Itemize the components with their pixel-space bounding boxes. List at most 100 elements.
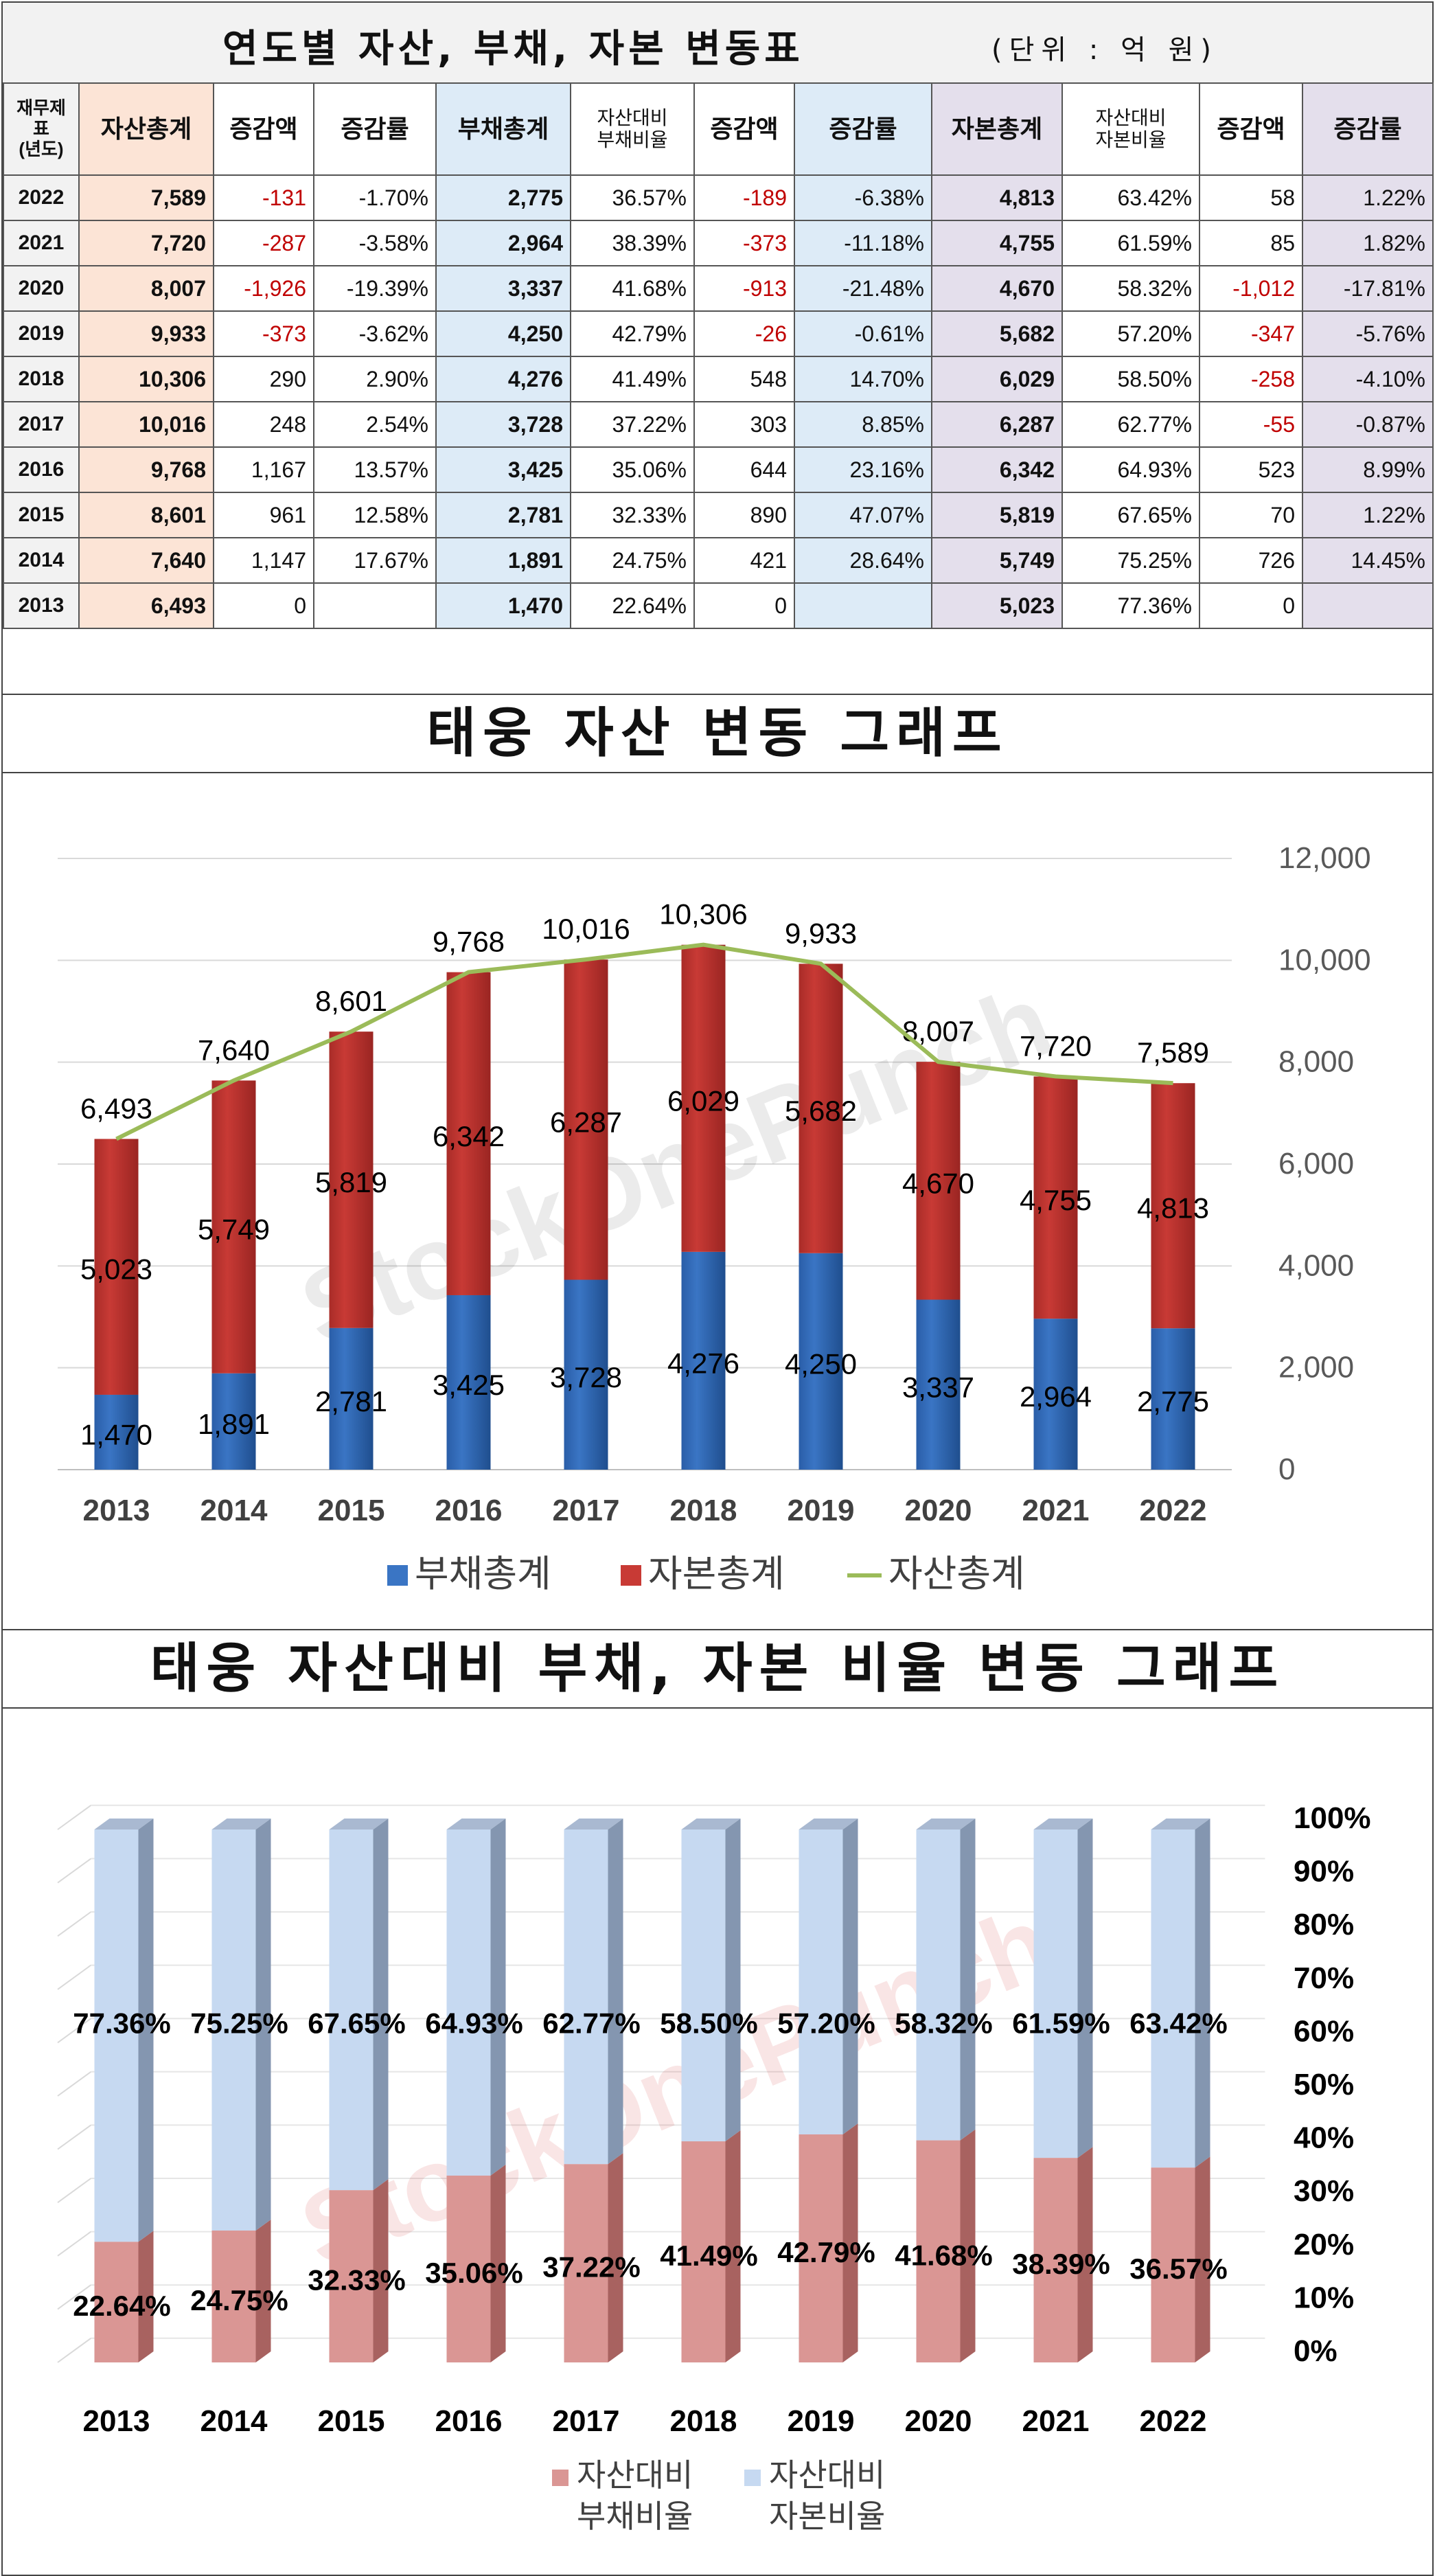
table-cell: 4,813 (931, 174, 1063, 221)
debt-ratio-bar (1033, 2158, 1078, 2362)
equity-ratio-bar (564, 1830, 608, 2165)
equity-ratio-bar-top (94, 1819, 154, 1830)
table-row: 2014 7,640 1,147 17.67% 1,891 24.75% 421 28.64%… (3, 537, 1434, 584)
debt-ratio-bar (916, 2140, 961, 2362)
equity-data-label: 5,819 (315, 1166, 387, 1198)
table-cell: 28.64% (794, 537, 932, 584)
table-cell: 0 (693, 582, 795, 629)
table-cell: -0.61% (794, 310, 932, 357)
equity-ratio-label: 58.50% (660, 2007, 757, 2039)
y-tick-label: 50% (1294, 2068, 1354, 2101)
debt-ratio-bar-side (255, 2219, 271, 2362)
y-tick-label: 30% (1294, 2174, 1354, 2208)
debt-ratio-bar-side (842, 2123, 858, 2362)
table-header-cell: 자산총계 (78, 82, 214, 176)
table-cell: 70 (1199, 492, 1303, 538)
table-cell: -3.58% (313, 220, 437, 266)
table-cell: -17.81% (1302, 265, 1434, 312)
table-cell: 42.79% (570, 310, 695, 357)
table-cell: 8,601 (78, 492, 214, 538)
table-cell: -258 (1199, 356, 1303, 402)
legend-debt-ratio-label: 자산대비 (577, 2457, 693, 2493)
total-data-label: 7,720 (1020, 1029, 1092, 1062)
table-row: 2017 10,016 248 2.54% 3,728 37.22% 303 8.85% 6,2… (3, 401, 1434, 448)
legend-equity-ratio-label: 자산대비 (769, 2457, 885, 2493)
equity-ratio-bar-side (373, 1819, 389, 2191)
debt-data-label: 4,276 (667, 1347, 739, 1379)
equity-bar (681, 944, 726, 1252)
table-cell: 5,819 (931, 492, 1063, 538)
table-cell: 1,167 (213, 446, 314, 493)
legend-swatch-equity (621, 1565, 641, 1586)
equity-bar (211, 1080, 256, 1374)
x-tick-label: 2018 (670, 1494, 737, 1527)
table-cell: 290 (213, 356, 314, 402)
equity-ratio-bar-top (681, 1819, 741, 1830)
table-header-cell: 증감액 (1199, 82, 1303, 176)
table-cell: 36.57% (570, 174, 695, 221)
year-cell: 2016 (3, 446, 80, 493)
legend-equity-ratio-swatch (744, 2470, 761, 2486)
gridline-side (57, 1804, 91, 1830)
debt-ratio-bar (329, 2190, 374, 2362)
y-tick-label: 12,000 (1278, 841, 1371, 875)
equity-bar (329, 1031, 374, 1328)
table-cell: -55 (1199, 401, 1303, 448)
equity-ratio-label: 64.93% (425, 2007, 523, 2039)
table-cell: -1.70% (313, 174, 437, 221)
table-cell: 9,768 (78, 446, 214, 493)
debt-ratio-label: 41.68% (895, 2239, 992, 2271)
year-cell: 2022 (3, 174, 80, 221)
legend-label-total: 자산총계 (888, 1553, 1025, 1595)
table-cell: 23.16% (794, 446, 932, 493)
table-cell: 8.99% (1302, 446, 1434, 493)
table-cell: 8.85% (794, 401, 932, 448)
debt-data-label: 3,425 (433, 1369, 505, 1401)
total-data-label: 10,306 (659, 898, 747, 931)
debt-ratio-bar (446, 2175, 491, 2362)
debt-ratio-bar (1151, 2167, 1195, 2362)
equity-ratio-bar (1151, 1830, 1195, 2168)
debt-ratio-bar (94, 2242, 139, 2362)
x-tick-label: 2013 (83, 2404, 150, 2438)
debt-data-label: 2,781 (315, 1385, 387, 1417)
table-cell: 10,306 (78, 356, 214, 402)
table-cell: -0.87% (1302, 401, 1434, 448)
x-tick-label: 2016 (435, 1494, 503, 1527)
table-cell: 10,016 (78, 401, 214, 448)
table-row: 2022 7,589 -131 -1.70% 2,775 36.57% -189 -6.38%… (3, 174, 1434, 221)
gridline-side (57, 1911, 91, 1937)
y-tick-label: 80% (1294, 1908, 1354, 1941)
table-cell: 41.68% (570, 265, 695, 312)
gridline-side (57, 1858, 91, 1884)
table-row: 2020 8,007 -1,926 -19.39% 3,337 41.68% -913 -21… (3, 265, 1434, 312)
equity-ratio-bar-top (1033, 1819, 1093, 1830)
debt-data-label: 3,728 (550, 1361, 622, 1393)
equity-ratio-bar-side (842, 1819, 858, 2134)
y-tick-label: 70% (1294, 1961, 1354, 1995)
legend-equity-ratio-label: 자본비율 (769, 2498, 885, 2534)
y-tick-label: 100% (1294, 1801, 1371, 1835)
equity-ratio-label: 67.65% (308, 2007, 405, 2039)
debt-ratio-bar-side (960, 2129, 976, 2362)
table-cell: 7,589 (78, 174, 214, 221)
table-cell: 961 (213, 492, 314, 538)
debt-data-label: 2,964 (1020, 1380, 1092, 1413)
equity-ratio-label: 77.36% (73, 2007, 170, 2039)
table-cell: 3,425 (435, 446, 571, 493)
table-cell: -1,926 (213, 265, 314, 312)
table-cell: 5,023 (931, 582, 1063, 629)
x-tick-label: 2020 (905, 1494, 972, 1527)
table-cell: 6,342 (931, 446, 1063, 493)
equity-bar (94, 1139, 139, 1395)
debt-ratio-bar (564, 2164, 608, 2362)
table-row: 2019 9,933 -373 -3.62% 4,250 42.79% -26 -0.61% 5… (3, 310, 1434, 357)
table-header-cell: 자본총계 (931, 82, 1063, 176)
table-cell: 0 (1199, 582, 1303, 629)
x-tick-label: 2022 (1140, 1494, 1207, 1527)
table-cell: -21.48% (794, 265, 932, 312)
table-cell: -373 (213, 310, 314, 357)
x-tick-label: 2013 (83, 1494, 150, 1527)
table-cell: 7,640 (78, 537, 214, 584)
x-tick-label: 2021 (1022, 2404, 1090, 2438)
